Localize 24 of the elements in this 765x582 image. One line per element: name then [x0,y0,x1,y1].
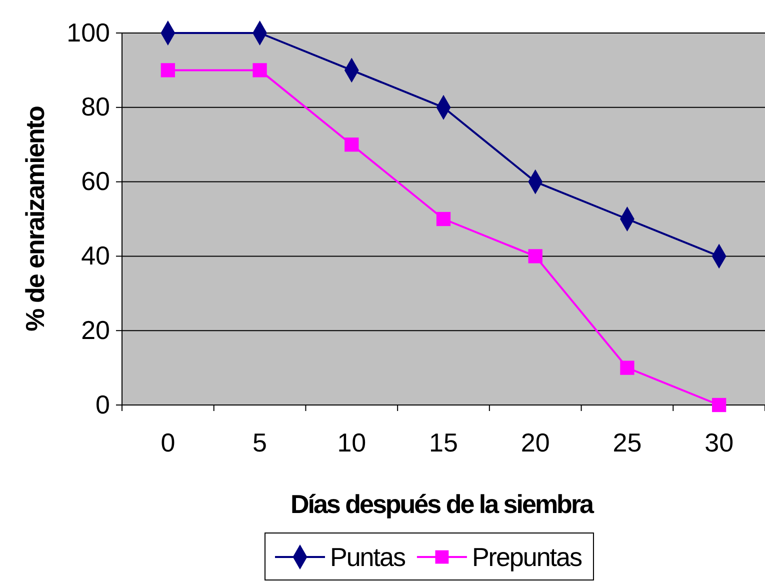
point [528,249,542,264]
legend-label: Prepuntas [472,542,582,572]
x-tick-label: 15 [429,427,458,458]
y-tick-label: 20 [81,314,110,345]
point [344,138,359,152]
x-tick-label: 0 [160,427,176,458]
x-tick-label: 10 [337,427,366,458]
x-tick-label: 5 [252,427,268,458]
x-tick-label: 20 [520,427,550,458]
point [620,360,634,375]
point [436,212,451,226]
x-tick-label: 30 [704,427,734,458]
point [252,63,267,78]
y-tick-label: 60 [81,166,110,196]
y-tick-label: 40 [81,240,110,271]
point [160,63,175,78]
y-tick-label: 100 [66,17,110,48]
point [712,398,726,412]
x-tick-label: 25 [612,427,642,458]
y-tick-label: 0 [96,389,110,420]
y-axis-title: % de enraizamiento [20,106,50,332]
y-tick-label: 80 [81,92,110,122]
legend-label: Puntas [330,542,406,572]
x-axis-title: Días después de la siembra [290,489,595,519]
